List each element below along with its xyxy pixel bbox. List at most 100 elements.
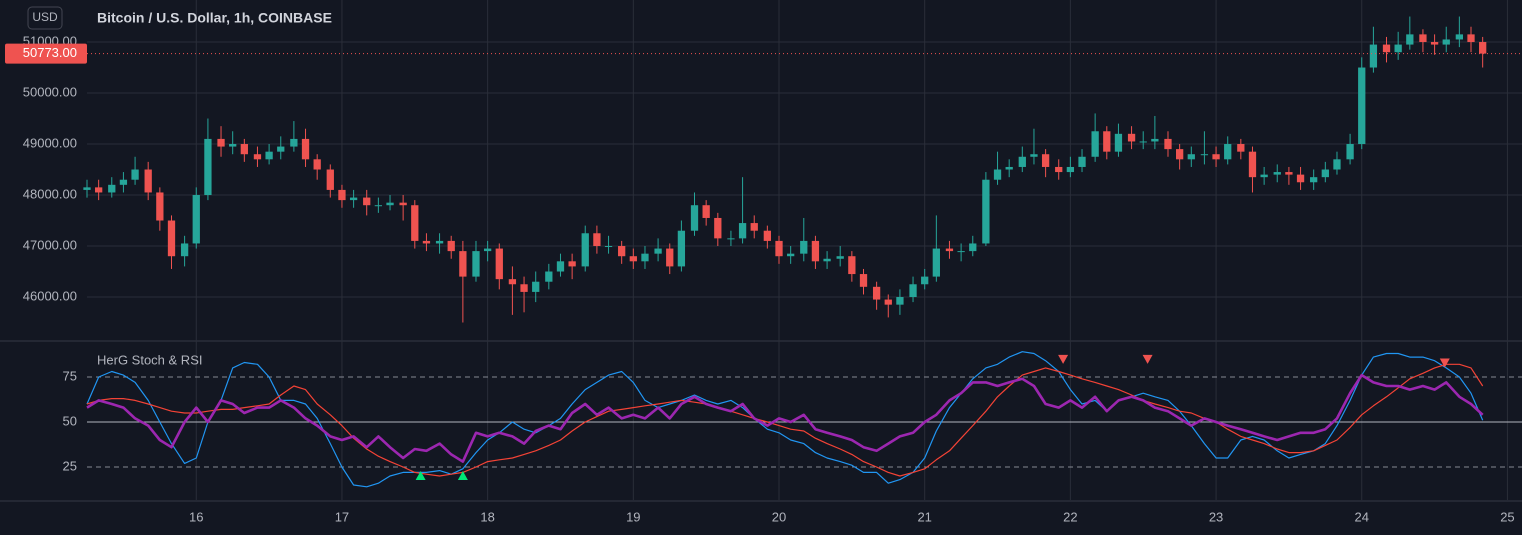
last-price-label: 50773.00 (23, 45, 77, 60)
x-tick-label: 17 (335, 509, 349, 524)
candle-body (1139, 141, 1147, 143)
candle-body (677, 230, 686, 267)
candle-body (326, 169, 334, 190)
candle-body (265, 151, 273, 160)
candle-body (1187, 154, 1195, 160)
candle-body (1479, 42, 1487, 54)
candle-body (982, 179, 990, 244)
candle-body (204, 138, 212, 196)
candle-body (1394, 44, 1402, 53)
candle-body (896, 297, 904, 305)
candle-body (374, 205, 383, 207)
candle-body (229, 144, 237, 147)
indicator-line (86, 351, 1484, 488)
y-tick-label: 48000.00 (23, 186, 77, 201)
candle-body (1346, 144, 1354, 160)
candle-body (1333, 159, 1341, 170)
candle-body (581, 233, 589, 267)
candle-body (156, 192, 164, 221)
candle-body (1066, 166, 1075, 173)
candle-body (1321, 169, 1329, 178)
candle-body (532, 281, 540, 292)
candle-body (993, 169, 1002, 180)
candle-body (217, 138, 225, 147)
candle-body (1248, 151, 1257, 178)
candle-body (1224, 144, 1232, 160)
candle-body (666, 248, 674, 267)
candle-body (1030, 154, 1038, 157)
candle-body (1005, 166, 1013, 170)
candle-body (921, 276, 929, 285)
candle-body (775, 240, 783, 257)
indicator-line (86, 363, 1484, 477)
candle-body (1467, 34, 1475, 43)
candle-body (240, 144, 248, 155)
signal-marker (1142, 354, 1153, 364)
candle-body (290, 138, 298, 147)
candle-body (386, 202, 394, 206)
candle-body (800, 240, 808, 254)
x-tick-label: 22 (1063, 509, 1077, 524)
candle-body (1369, 44, 1378, 68)
candle-body (750, 223, 758, 231)
candle-body (654, 248, 662, 254)
candle-body (192, 195, 200, 244)
candle-body (1175, 149, 1184, 160)
candle-body (714, 217, 722, 239)
candle-body (508, 279, 517, 285)
candle-body (95, 187, 103, 193)
signal-marker (415, 471, 426, 481)
candle-body (1406, 34, 1414, 45)
candle-body (144, 169, 152, 193)
candle-body (787, 253, 795, 257)
candle-body (422, 240, 431, 244)
signal-marker (457, 471, 468, 481)
candle-body (1041, 154, 1050, 167)
y-tick-label: 49000.00 (23, 135, 77, 150)
x-tick-label: 18 (480, 509, 494, 524)
currency: USD (32, 10, 58, 24)
currency-box[interactable] (27, 6, 63, 30)
candle-body (108, 184, 116, 193)
y-tick-label: 50 (63, 413, 77, 428)
candle-body (859, 274, 868, 287)
candle-body (459, 251, 467, 277)
candle-body (1114, 133, 1123, 152)
y-tick-label: 25 (63, 458, 77, 473)
candle-body (1310, 177, 1318, 183)
candle-body (1091, 131, 1099, 157)
y-tick-label: 47000.00 (23, 237, 77, 252)
candle-body (1455, 34, 1463, 40)
candle-body (483, 248, 492, 252)
candle-body (1127, 133, 1136, 142)
x-tick-label: 20 (772, 509, 786, 524)
candle-body (556, 261, 565, 272)
candle-body (545, 271, 553, 282)
candle-body (435, 240, 444, 244)
mark-layer (83, 16, 1522, 488)
candle-body (1442, 39, 1450, 45)
candle-body (872, 286, 881, 300)
candle-body (604, 246, 613, 248)
candle-body (945, 248, 954, 252)
candle-body (1285, 172, 1293, 175)
x-tick-label: 23 (1209, 509, 1223, 524)
candle-body (349, 197, 358, 201)
candle-body (909, 284, 917, 298)
indicator-title: HerG Stoch & RSI (97, 352, 202, 367)
chart-title: Bitcoin / U.S. Dollar, 1h, COINBASE (97, 10, 332, 26)
candle-body (1055, 166, 1063, 173)
candle-body (1296, 174, 1305, 183)
candle-body (1273, 172, 1281, 175)
indicator-line (86, 373, 1484, 463)
candle-body (399, 202, 407, 206)
candle-body (1430, 42, 1439, 45)
candle-body (472, 251, 480, 277)
candle-body (1018, 156, 1026, 167)
candle-body (738, 223, 747, 239)
candle-body (1260, 174, 1268, 178)
candle-body (363, 197, 371, 206)
